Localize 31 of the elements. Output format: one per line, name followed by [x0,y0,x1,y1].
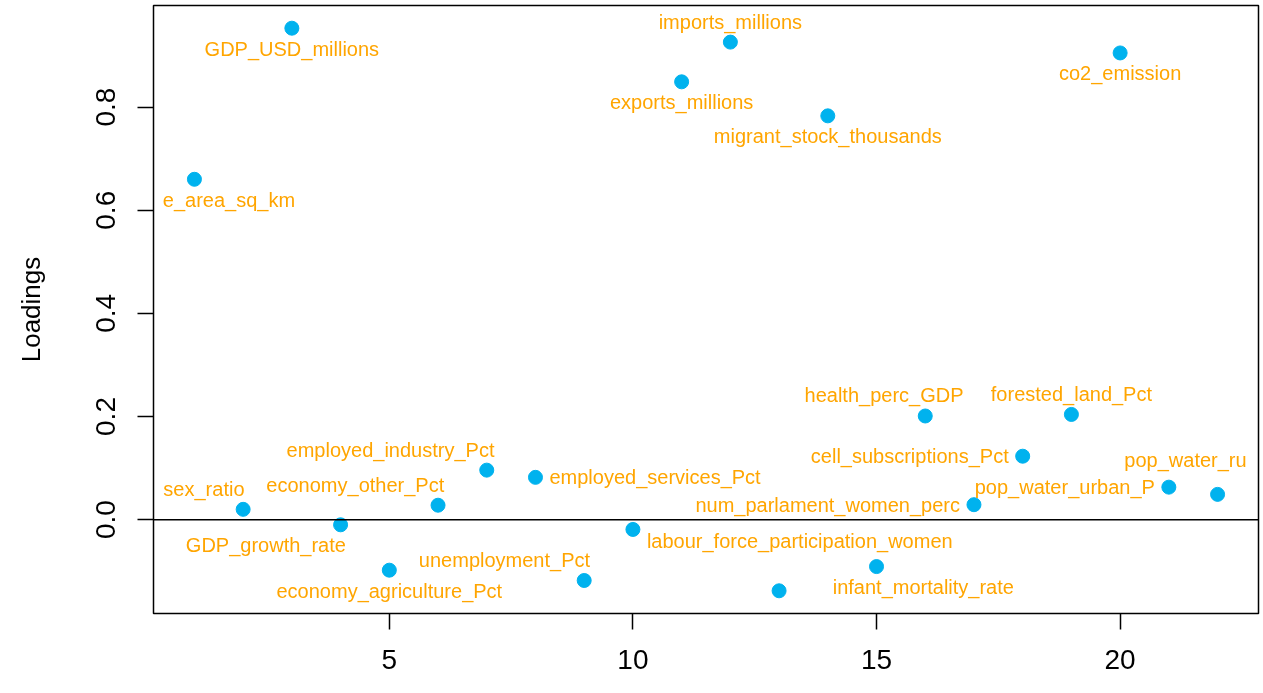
y-tick-label: 0.4 [90,293,122,333]
x-tick-label: 15 [860,643,893,675]
annotation: economy_other_Pct [266,473,445,497]
annotation: num_parlament_women_perc [695,493,960,517]
y-axis-title: Loadings [15,256,46,363]
y-tick-label: 0.0 [90,500,122,540]
x-tick-label: 5 [381,643,398,675]
annotation: infant_mortality_rate [832,576,1014,600]
annotation: migrant_stock_thousands [713,125,942,149]
annotation: imports_millions [658,10,803,34]
annotation: labour_force_participation_women [646,529,953,553]
annotation: co2_emission [1058,62,1182,86]
annotation: unemployment_Pct [418,549,591,572]
y-tick-label: 0.2 [90,397,122,436]
annotation: employed_services_Pct [549,466,762,490]
annotation: economy_agriculture_Pct [276,579,503,603]
annotation: exports_millions [609,91,754,115]
x-tick-label: 10 [617,643,649,675]
annotation: pop_water_urban_P [974,476,1155,500]
annotation: GDP_growth_rate [185,534,346,558]
annotation: health_perc_GDP [804,384,964,408]
annotation: e_area_sq_km [162,188,296,212]
annotation: employed_industry_Pct [286,438,495,462]
annotation: GDP_USD_millions [204,37,380,61]
annotation: pop_water_ru [1124,449,1247,473]
x-tick-label: 20 [1104,643,1136,675]
y-tick-label: 0.6 [90,190,122,230]
annotation: cell_subscriptions_Pct [810,445,1010,469]
annotation: forested_land_Pct [990,382,1153,406]
y-tick-label: 0.8 [90,87,122,127]
annotation: sex_ratio [163,477,245,501]
